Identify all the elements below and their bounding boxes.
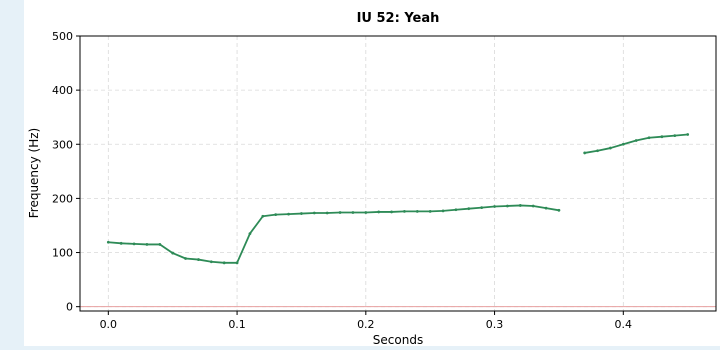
data-point [673,134,677,138]
data-point [480,206,484,210]
data-point [583,151,587,155]
data-point [390,210,393,214]
data-point [493,205,496,208]
data-point [145,243,149,246]
y-tick-label: 0 [66,301,73,314]
y-axis-ticks: 0 100 200 300 400 500 [52,30,80,314]
data-point [287,212,290,216]
data-point [609,146,612,150]
data-point [647,136,651,140]
pitch-chart: IU 52: Yeah 0.0 0.1 0.2 0.3 0.4 0 100 200 300 40… [27,11,717,347]
data-point [235,261,239,265]
chart-title: IU 52: Yeah [357,11,440,26]
chart-figure: IU 52: Yeah 0.0 0.1 0.2 0.3 0.4 0 100 200 300 40… [24,0,720,347]
data-point [454,208,458,212]
data-point [209,260,213,264]
data-point [132,242,136,246]
grid-lines [80,35,716,311]
data-point [596,149,599,153]
data-point [171,251,175,255]
data-point [621,142,625,146]
data-point [660,135,664,139]
data-point [377,210,381,214]
data-point [364,211,368,214]
data-point [248,232,252,235]
series-line-segment [108,204,560,264]
data-point [467,207,471,211]
y-tick-label: 500 [52,30,73,43]
data-point [351,211,355,214]
data-point [338,211,342,214]
x-axis-label: Seconds [373,333,423,346]
data-point [197,258,200,261]
y-tick-label: 300 [52,138,73,151]
y-tick-label: 100 [52,247,73,260]
plot-frame [79,35,717,312]
data-point [261,214,265,218]
data-point [441,209,445,213]
data-point [403,209,406,213]
x-tick-label: 0.4 [615,318,633,331]
data-point [544,206,548,210]
data-point [274,213,278,217]
data-point [557,208,561,212]
x-axis-ticks: 0.0 0.1 0.2 0.3 0.4 [100,311,632,331]
data-point [106,240,110,244]
data-point [158,243,162,246]
data-point [518,204,522,207]
x-tick-label: 0.3 [486,318,504,331]
data-point [222,261,226,265]
data-point [312,211,316,215]
data-point [634,139,638,142]
y-axis-label: Frequency (Hz) [27,128,41,219]
data-point [184,257,187,260]
data-point [119,241,123,245]
x-tick-label: 0.1 [228,318,246,331]
x-tick-label: 0.0 [100,318,118,331]
data-point [428,209,432,213]
x-tick-label: 0.2 [357,318,375,331]
data-point [686,133,690,136]
data-point [415,209,419,213]
data-point [531,204,535,208]
data-point [300,212,303,215]
y-tick-label: 200 [52,192,73,205]
series-line-segment [584,133,688,154]
data-point [506,204,509,208]
data-point [325,211,329,215]
plot-lines [106,133,690,265]
y-tick-label: 400 [52,84,73,97]
